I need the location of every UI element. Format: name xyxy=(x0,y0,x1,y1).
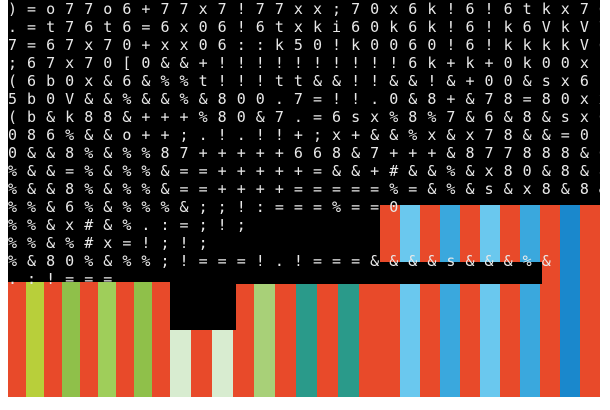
glyph-row: % % & % # x = ! ; ! ; xyxy=(8,234,209,252)
stripe xyxy=(191,330,212,397)
stripe xyxy=(380,205,400,397)
glyph-row: . = t 7 6 t 6 = 6 x 0 6 ! 6 t x k i 6 0 … xyxy=(8,18,600,36)
stripe xyxy=(440,205,460,397)
glyph-field: ) = o 7 7 o 6 + 7 7 x 7 ! 7 7 x x ; 7 0 … xyxy=(8,0,600,290)
stripe xyxy=(62,282,80,397)
stripe xyxy=(212,330,233,397)
glyph-row: ; 6 7 x 7 0 [ 0 & & + ! ! ! ! ! ! ! ! ! … xyxy=(8,54,600,72)
glyph-row: . : ! = = = xyxy=(8,270,113,288)
stripe xyxy=(520,205,540,397)
stripe xyxy=(580,205,600,397)
stripe xyxy=(480,205,500,397)
stripe xyxy=(8,282,26,397)
color-stripes-layer xyxy=(8,200,600,397)
glyph-row: % % & 6 % & % % % & ; ; ! : = = = % = = … xyxy=(8,198,399,216)
stripe xyxy=(116,282,134,397)
stripe xyxy=(560,205,580,397)
glyph-row: ( 6 b 0 x & 6 & % % t ! ! ! t t & & ! ! … xyxy=(8,72,590,90)
stripe xyxy=(170,330,191,397)
stripe xyxy=(152,282,170,397)
black-band xyxy=(170,282,236,330)
stripe xyxy=(420,205,440,397)
stripe xyxy=(400,205,420,397)
stripe xyxy=(500,205,520,397)
glyph-row: 0 8 6 % & & o + + ; . ! . ! ! + ; x + & … xyxy=(8,126,590,144)
stripe xyxy=(80,282,98,397)
stripe xyxy=(540,205,560,397)
glyph-row: % & & = % & % % & = = + + + + + = & & + … xyxy=(8,162,600,180)
image-frame: ) = o 7 7 o 6 + 7 7 x 7 ! 7 7 x x ; 7 0 … xyxy=(8,0,600,397)
glyph-row: 0 & & 8 % & % % 8 7 + + + + + 6 6 8 & 7 … xyxy=(8,144,600,162)
stripe xyxy=(134,282,152,397)
glyph-row: . . . = = . = xyxy=(8,288,600,290)
stripe xyxy=(460,205,480,397)
glyph-row: % & 8 0 % & % % ; ! = = = ! . ! = = = & … xyxy=(8,252,552,270)
glyph-row: 7 = 6 7 x 7 0 + x x 0 6 : : k 5 0 ! k 0 … xyxy=(8,36,600,54)
stripe xyxy=(44,282,62,397)
stripe xyxy=(98,282,116,397)
glyph-row: % & & 8 % & % % & = = + + + + = = = = = … xyxy=(8,180,600,198)
glyph-row: ( b & k 8 8 & + + + % 8 0 & 7 . = 6 s x … xyxy=(8,108,600,126)
glyph-row: % % & x # & % . : = ; ! ; xyxy=(8,216,247,234)
glyph-row: 5 b 0 V & & % & & % & 8 0 0 . 7 = ! ! . … xyxy=(8,90,600,108)
glyph-row: ) = o 7 7 o 6 + 7 7 x 7 ! 7 7 x x ; 7 0 … xyxy=(8,0,600,18)
black-band xyxy=(170,262,542,284)
stripe xyxy=(26,282,44,397)
